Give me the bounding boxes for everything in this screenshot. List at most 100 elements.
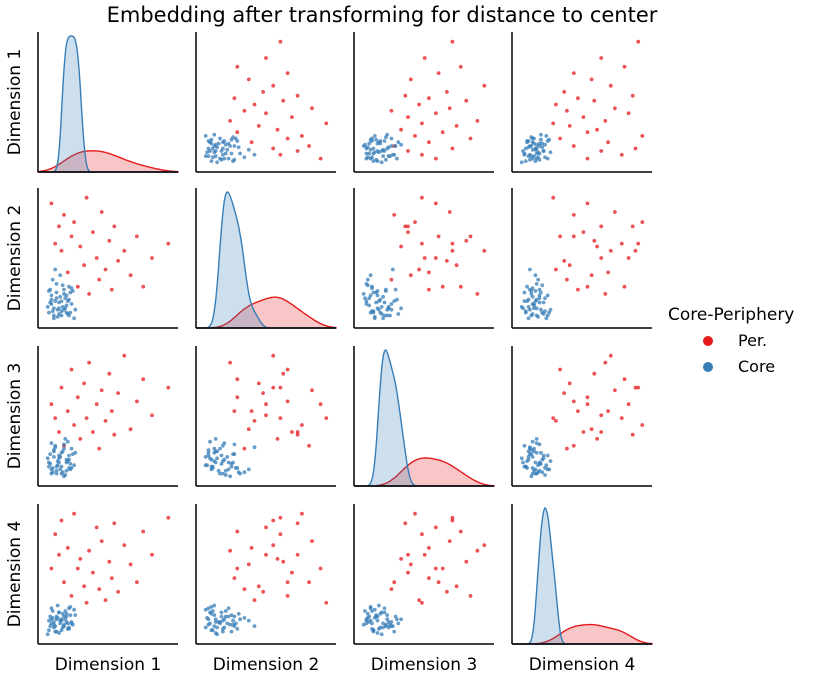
point-core-22 bbox=[368, 293, 373, 298]
point-per-13 bbox=[475, 548, 480, 553]
point-core-19 bbox=[396, 621, 401, 626]
point-core-30 bbox=[212, 132, 217, 137]
point-core-28 bbox=[216, 468, 221, 473]
point-core-49 bbox=[69, 466, 74, 470]
point-per-15 bbox=[433, 111, 438, 116]
point-per-28 bbox=[166, 241, 171, 246]
point-per-22 bbox=[562, 391, 567, 395]
point-per-23 bbox=[271, 353, 276, 358]
point-per-2 bbox=[53, 241, 58, 246]
point-per-28 bbox=[636, 241, 641, 246]
point-core-32 bbox=[370, 609, 374, 613]
point-per-9 bbox=[235, 566, 240, 571]
point-core-10 bbox=[69, 446, 74, 451]
point-core-26 bbox=[523, 146, 528, 151]
point-core-46 bbox=[528, 446, 532, 451]
point-per-12 bbox=[84, 195, 89, 200]
point-per-10 bbox=[275, 437, 280, 441]
point-core-35 bbox=[225, 147, 230, 152]
point-per-3 bbox=[57, 430, 61, 434]
point-per-9 bbox=[440, 566, 445, 571]
point-core-48 bbox=[382, 139, 387, 143]
point-per-7 bbox=[468, 136, 473, 141]
point-per-16 bbox=[242, 587, 247, 591]
point-core-28 bbox=[64, 468, 69, 473]
point-core-10 bbox=[389, 302, 394, 306]
point-per-13 bbox=[228, 548, 233, 553]
point-per-27 bbox=[599, 56, 604, 60]
point-core-3 bbox=[381, 316, 385, 321]
point-core-42 bbox=[386, 154, 391, 159]
point-per-18 bbox=[417, 598, 421, 602]
point-per-7 bbox=[558, 136, 562, 141]
point-per-18 bbox=[103, 267, 108, 272]
point-per-1 bbox=[49, 566, 54, 571]
point-per-14 bbox=[406, 570, 410, 575]
point-per-20 bbox=[576, 287, 580, 292]
panel-2-1 bbox=[37, 188, 178, 329]
point-per-21 bbox=[630, 432, 635, 437]
point-core-12 bbox=[384, 157, 388, 162]
point-core-37 bbox=[213, 617, 218, 622]
point-core-42 bbox=[213, 620, 218, 624]
point-core-45 bbox=[221, 471, 225, 476]
point-core-27 bbox=[393, 287, 398, 292]
point-core-14 bbox=[221, 152, 225, 157]
point-core-39 bbox=[68, 310, 73, 315]
point-core-28 bbox=[532, 468, 536, 473]
point-core-47 bbox=[537, 141, 542, 146]
point-core-45 bbox=[59, 618, 64, 623]
point-core-28 bbox=[64, 303, 69, 308]
point-core-42 bbox=[532, 449, 536, 454]
point-per-22 bbox=[116, 391, 120, 395]
point-core-7 bbox=[228, 474, 233, 479]
point-core-45 bbox=[59, 471, 64, 476]
point-core-18 bbox=[543, 142, 547, 147]
kde-core-1 bbox=[38, 35, 178, 173]
point-core-38 bbox=[65, 627, 70, 631]
y-axis-label-1: Dimension 1 bbox=[5, 49, 25, 156]
point-per-12 bbox=[551, 195, 556, 200]
point-per-20 bbox=[232, 409, 237, 413]
point-core-44 bbox=[541, 312, 546, 316]
point-core-4 bbox=[54, 468, 59, 473]
point-core-4 bbox=[537, 296, 542, 301]
point-per-26 bbox=[458, 529, 463, 534]
point-per-13 bbox=[603, 119, 608, 123]
point-core-46 bbox=[62, 446, 66, 451]
point-core-42 bbox=[386, 620, 391, 624]
point-core-17 bbox=[526, 449, 531, 454]
point-core-18 bbox=[223, 609, 228, 613]
point-per-24 bbox=[589, 427, 594, 432]
point-core-39 bbox=[209, 605, 214, 609]
point-per-20 bbox=[109, 287, 114, 292]
point-per-6 bbox=[249, 409, 254, 413]
point-core-33 bbox=[252, 445, 257, 450]
point-core-43 bbox=[371, 290, 376, 295]
point-core-27 bbox=[232, 442, 237, 447]
point-per-22 bbox=[445, 259, 449, 263]
point-per-23 bbox=[482, 248, 487, 253]
point-core-24 bbox=[54, 471, 59, 476]
point-per-17 bbox=[447, 210, 452, 214]
point-core-49 bbox=[69, 286, 74, 291]
point-core-3 bbox=[52, 316, 56, 321]
point-per-21 bbox=[295, 432, 300, 437]
point-core-4 bbox=[367, 151, 372, 156]
point-core-47 bbox=[64, 293, 69, 298]
point-per-3 bbox=[599, 224, 604, 229]
point-core-5 bbox=[375, 631, 380, 635]
point-per-7 bbox=[69, 234, 74, 239]
point-core-50 bbox=[534, 297, 539, 302]
point-core-40 bbox=[384, 289, 388, 293]
point-per-3 bbox=[57, 552, 61, 557]
point-core-30 bbox=[539, 450, 543, 455]
point-per-27 bbox=[599, 256, 604, 260]
point-core-47 bbox=[375, 614, 380, 619]
point-per-26 bbox=[141, 529, 146, 534]
point-core-46 bbox=[62, 307, 66, 312]
point-per-26 bbox=[458, 64, 463, 69]
point-per-7 bbox=[69, 594, 74, 598]
point-per-19 bbox=[107, 371, 112, 376]
point-core-36 bbox=[365, 283, 370, 288]
